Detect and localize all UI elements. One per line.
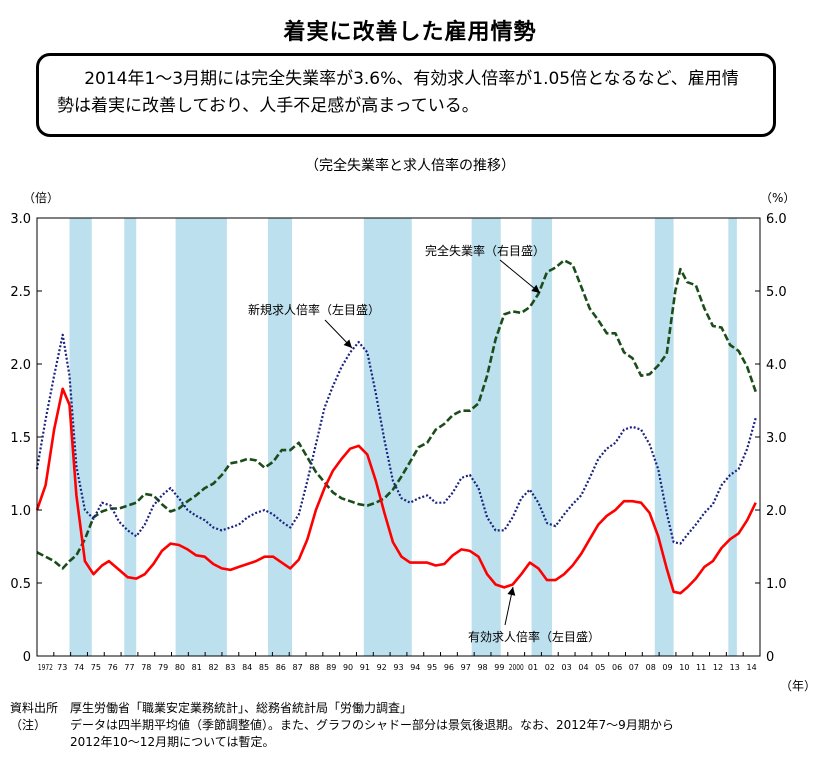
source-text: 厚生労働省「職業安定業務統計」、総務省統計局「労働力調査」 bbox=[70, 701, 413, 715]
x-tick-label: 97 bbox=[461, 663, 471, 672]
x-tick-label: 12 bbox=[713, 663, 723, 672]
note-line-2: 2012年10～12月期については暫定。 bbox=[70, 735, 275, 749]
note-row: （注） データは四半期平均値（季節調整値）。また、グラフのシャドー部分は景気後退期… bbox=[10, 717, 674, 734]
recession-shade bbox=[175, 218, 227, 656]
right-tick-label: 0 bbox=[766, 650, 774, 665]
recession-shade bbox=[124, 218, 137, 656]
series-line-active-openings bbox=[35, 387, 757, 595]
right-tick-label: 3.0 bbox=[766, 431, 787, 446]
x-tick-label: 05 bbox=[595, 663, 605, 672]
summary-text: 2014年1～3月期には完全失業率が3.6%、有効求人倍率が1.05倍となるなど… bbox=[57, 69, 739, 116]
source-label: 資料出所 bbox=[10, 701, 59, 715]
right-tick-label: 2.0 bbox=[766, 504, 787, 519]
x-tick-label: 98 bbox=[477, 663, 487, 672]
annotation-active-openings: 有効求人倍率（左目盛） bbox=[468, 629, 600, 644]
right-tick-label: 1.0 bbox=[766, 577, 787, 592]
note-line-1: データは四半期平均値（季節調整値）。また、グラフのシャドー部分は景気後退期。なお… bbox=[70, 718, 674, 732]
x-tick-label: 74 bbox=[74, 663, 84, 672]
x-tick-label: 85 bbox=[259, 663, 269, 672]
x-tick-label: 14 bbox=[746, 663, 756, 672]
x-tick-label: 77 bbox=[124, 663, 134, 672]
left-tick-label: 2.5 bbox=[10, 285, 31, 300]
x-tick-label: 13 bbox=[730, 663, 740, 672]
x-tick-label: 08 bbox=[646, 663, 656, 672]
summary-box: 2014年1～3月期には完全失業率が3.6%、有効求人倍率が1.05倍となるなど… bbox=[36, 53, 776, 137]
x-axis-unit: （年） bbox=[780, 679, 816, 693]
recession-shade bbox=[531, 218, 553, 656]
x-tick-label: 10 bbox=[679, 663, 689, 672]
recession-shade bbox=[268, 218, 292, 656]
left-tick-label: 2.0 bbox=[10, 358, 31, 373]
x-tick-label: 76 bbox=[108, 663, 118, 672]
recession-shade bbox=[728, 218, 737, 656]
recession-shade bbox=[363, 218, 412, 656]
page-title: 着実に改善した雇用情勢 bbox=[283, 20, 537, 45]
x-tick-label: 06 bbox=[612, 663, 622, 672]
right-tick-label: 5.0 bbox=[766, 285, 787, 300]
x-tick-label: 03 bbox=[562, 663, 572, 672]
left-tick-label: 1.0 bbox=[10, 504, 31, 519]
left-tick-label: 0.5 bbox=[10, 577, 31, 592]
x-tick-label: 78 bbox=[141, 663, 151, 672]
x-tick-label: 93 bbox=[393, 663, 403, 672]
x-tick-label: 73 bbox=[57, 663, 67, 672]
x-tick-label: 82 bbox=[208, 663, 218, 672]
left-axis-unit: （倍） bbox=[23, 190, 59, 205]
x-tick-label: 90 bbox=[343, 663, 353, 672]
x-tick-label: 02 bbox=[545, 663, 555, 672]
annotation-arrowhead bbox=[507, 587, 516, 596]
x-tick-label: 1972 bbox=[38, 663, 53, 672]
x-tick-label: 87 bbox=[293, 663, 303, 672]
x-tick-label: 92 bbox=[377, 663, 387, 672]
x-tick-label: 2000 bbox=[509, 663, 524, 672]
annotation-arrow-line bbox=[499, 259, 541, 294]
x-tick-label: 83 bbox=[225, 663, 235, 672]
x-tick-label: 81 bbox=[192, 663, 202, 672]
left-tick-label: 0 bbox=[23, 650, 31, 665]
x-tick-label: 95 bbox=[427, 663, 437, 672]
x-tick-label: 09 bbox=[662, 663, 672, 672]
x-tick-label: 89 bbox=[326, 663, 336, 672]
x-tick-label: 11 bbox=[696, 663, 706, 672]
recession-shade bbox=[471, 218, 501, 656]
x-tick-label: 75 bbox=[91, 663, 101, 672]
source-row: 資料出所 厚生労働省「職業安定業務統計」、総務省統計局「労働力調査」 bbox=[10, 700, 674, 717]
x-tick-label: 88 bbox=[309, 663, 319, 672]
x-tick-label: 86 bbox=[276, 663, 286, 672]
x-tick-label: 01 bbox=[528, 663, 538, 672]
x-tick-label: 07 bbox=[629, 663, 639, 672]
annotation-arrowhead bbox=[343, 339, 352, 348]
notes: 資料出所 厚生労働省「職業安定業務統計」、総務省統計局「労働力調査」 （注） データ… bbox=[10, 700, 674, 751]
note-row-continued: 2012年10～12月期については暫定。 bbox=[10, 734, 674, 751]
annotation-unemployment: 完全失業率（右目盛） bbox=[425, 243, 545, 258]
recession-shade bbox=[69, 218, 92, 656]
x-tick-label: 99 bbox=[494, 663, 504, 672]
left-tick-label: 1.5 bbox=[10, 431, 31, 446]
right-tick-label: 4.0 bbox=[766, 358, 787, 373]
x-tick-label: 94 bbox=[410, 663, 420, 672]
chart-title: （完全失業率と求人倍率の推移） bbox=[305, 158, 515, 174]
annotation-new-openings: 新規求人倍率（左目盛） bbox=[248, 302, 380, 317]
x-tick-label: 96 bbox=[444, 663, 454, 672]
x-tick-label: 04 bbox=[578, 663, 588, 672]
employment-chart: 0 0.5 1.0 1.5 2.0 2.5 3.0 0 1.0 2.0 3.0 4.0 5.0 6.0 19… bbox=[10, 190, 816, 693]
x-tick-label: 80 bbox=[175, 663, 185, 672]
right-axis-unit: （%） bbox=[760, 191, 795, 205]
x-tick-label: 84 bbox=[242, 663, 252, 672]
x-tick-label: 79 bbox=[158, 663, 168, 672]
annotation-arrowhead bbox=[531, 284, 540, 293]
note-label: （注） bbox=[10, 718, 47, 732]
x-tick-label: 91 bbox=[360, 663, 370, 672]
series-line-unemployment bbox=[36, 259, 757, 570]
right-tick-label: 6.0 bbox=[766, 212, 787, 227]
left-tick-label: 3.0 bbox=[10, 212, 31, 227]
recession-shade bbox=[654, 218, 674, 656]
